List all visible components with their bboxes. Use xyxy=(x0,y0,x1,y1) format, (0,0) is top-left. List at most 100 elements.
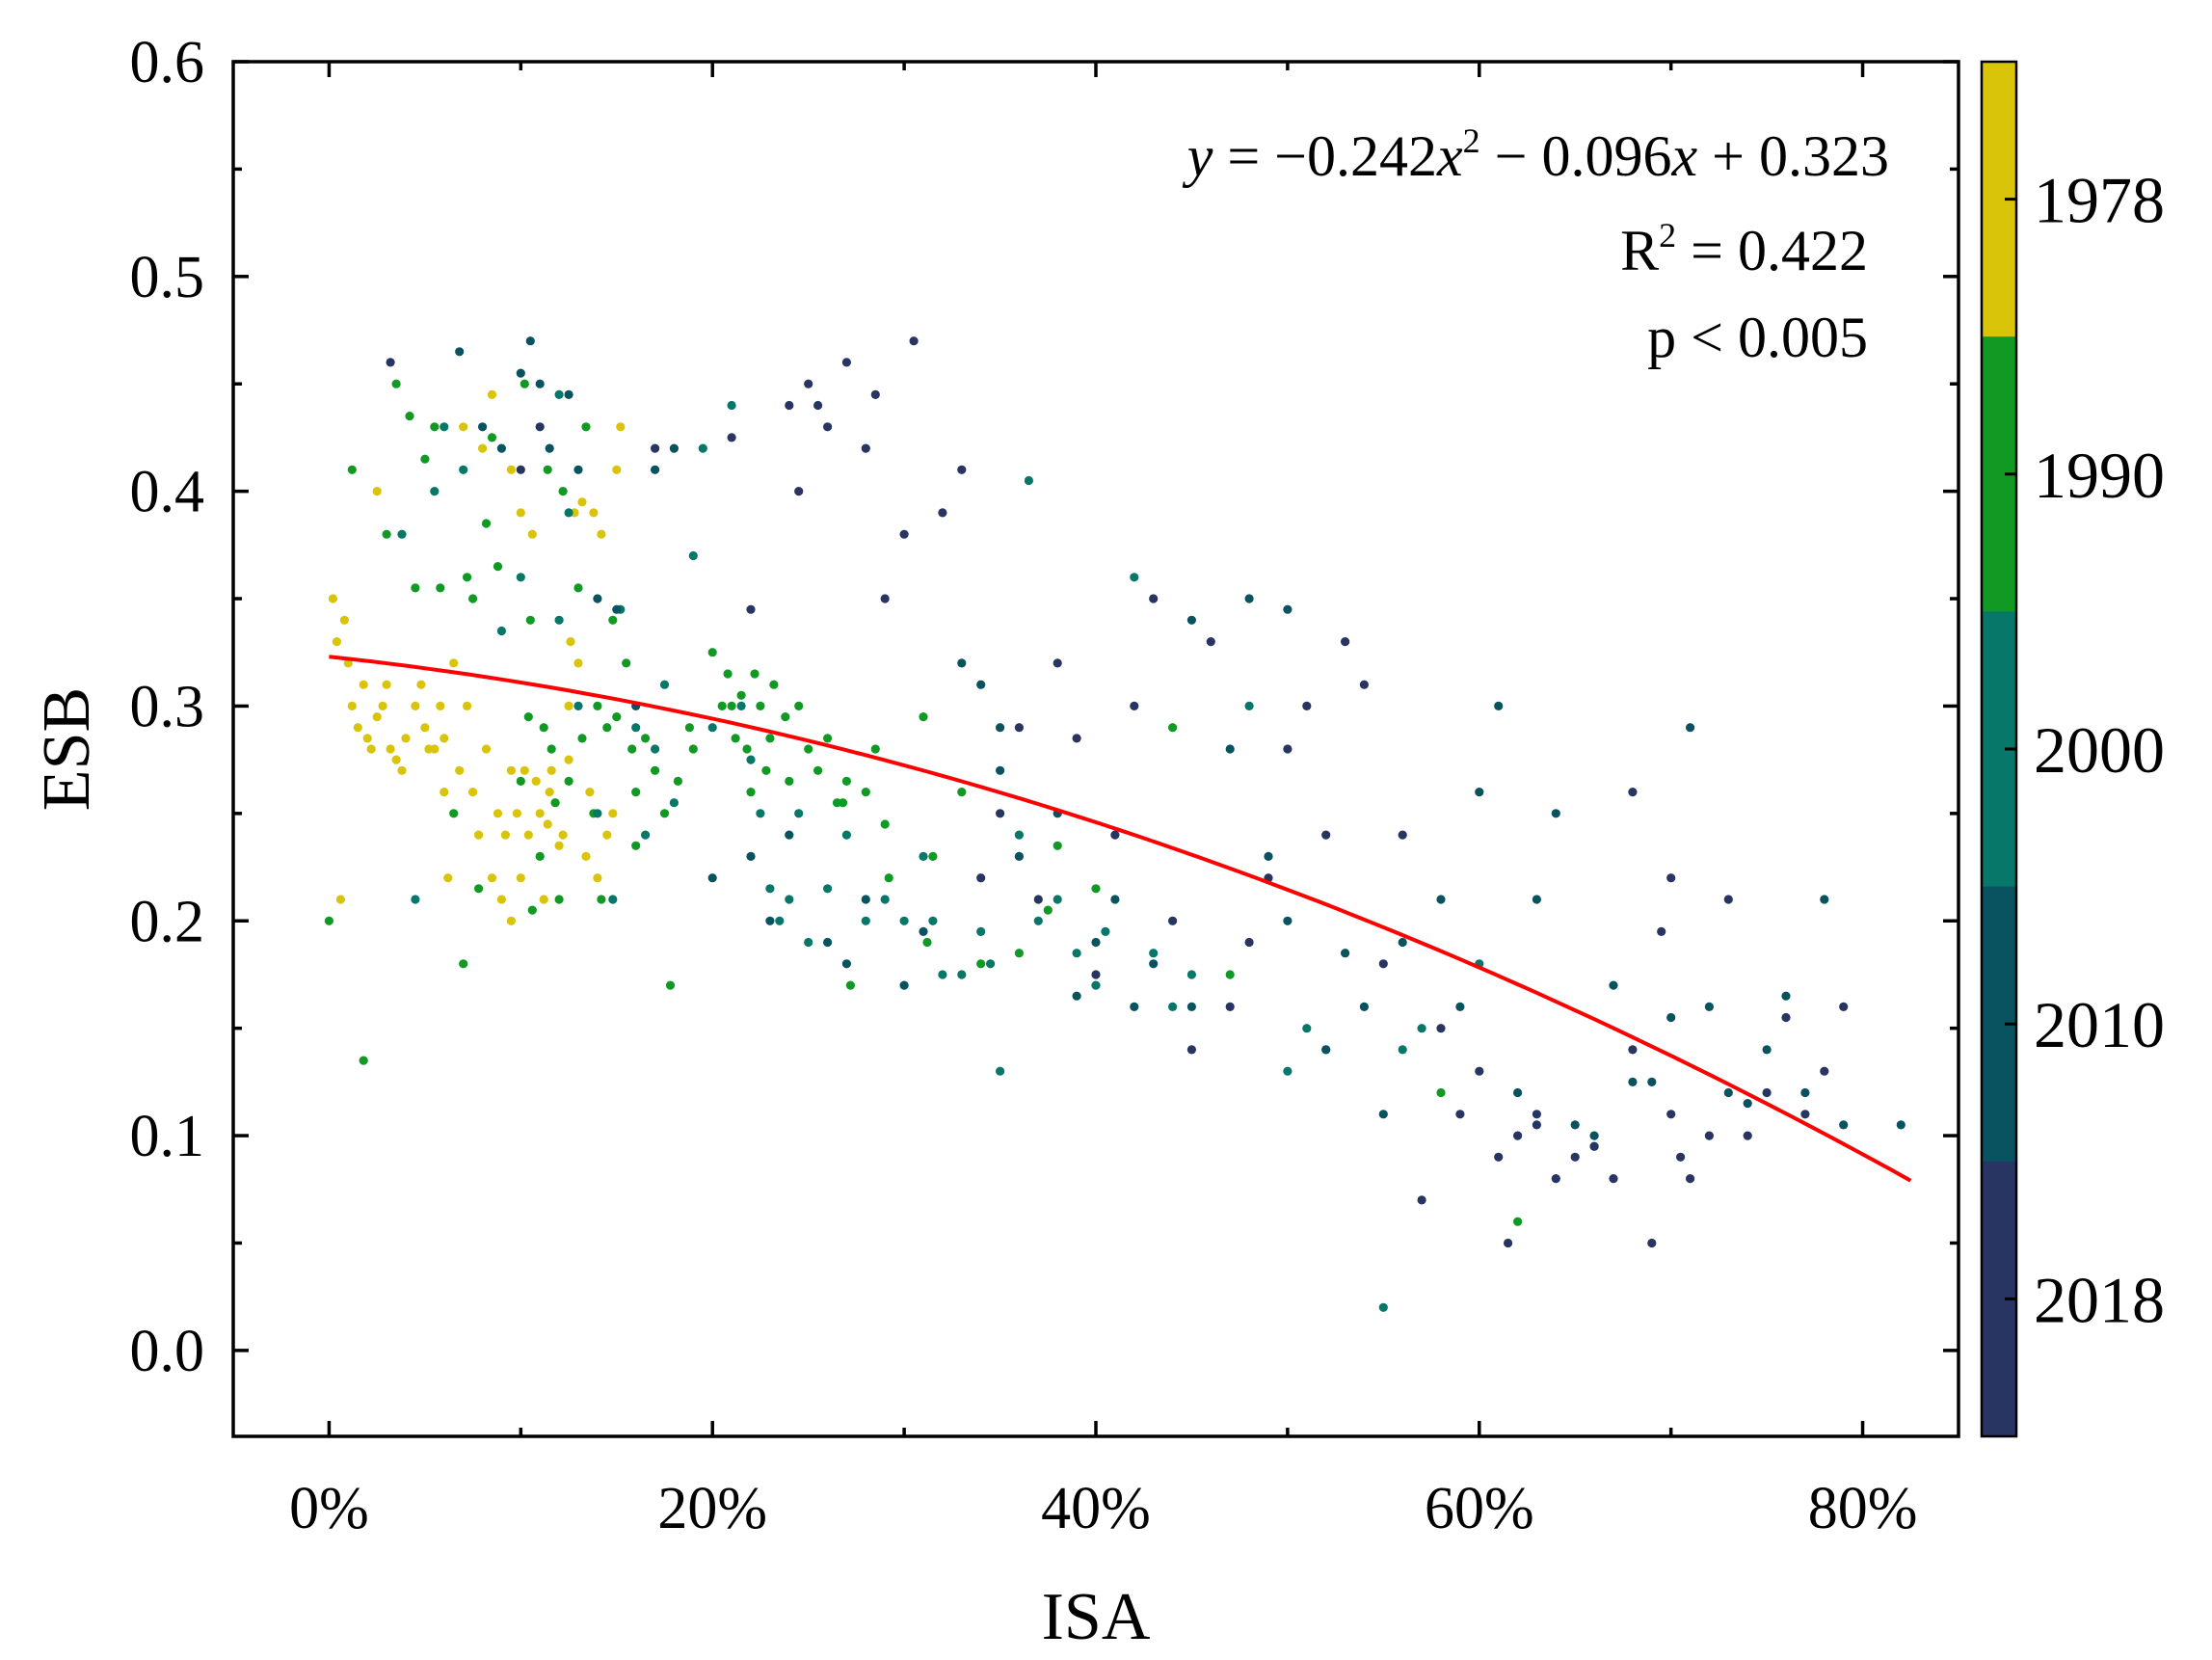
point-2010-3 xyxy=(516,368,525,378)
point-2018-56 xyxy=(1657,926,1666,937)
point-1978-57 xyxy=(566,637,575,647)
point-2010-29 xyxy=(1110,895,1120,904)
point-2010-35 xyxy=(1264,851,1273,862)
point-1978-13 xyxy=(382,680,391,689)
point-2010-68 xyxy=(1283,604,1293,614)
point-1978-23 xyxy=(436,701,445,711)
point-1990-29 xyxy=(564,776,573,787)
point-1978-52 xyxy=(546,765,556,775)
point-1990-66 xyxy=(813,765,823,775)
point-2010-51 xyxy=(1628,1077,1638,1086)
point-2000-9 xyxy=(608,895,618,904)
point-1978-32 xyxy=(474,830,484,840)
point-2000-30 xyxy=(861,916,870,925)
point-1990-90 xyxy=(525,615,535,625)
point-2018-70 xyxy=(1532,1110,1541,1119)
point-2000-33 xyxy=(919,851,928,862)
point-1978-14 xyxy=(386,744,395,754)
point-2018-1 xyxy=(516,465,525,474)
point-2000-19 xyxy=(727,400,736,411)
point-1990-49 xyxy=(707,648,717,657)
point-2010-54 xyxy=(1686,723,1695,733)
point-2010-6 xyxy=(545,443,554,453)
y-tick-label: 0.4 xyxy=(130,460,205,525)
point-2000-15 xyxy=(669,798,680,808)
point-2000-44 xyxy=(1072,949,1081,958)
y-tick-label: 0.0 xyxy=(130,1319,205,1384)
point-1978-24 xyxy=(440,788,449,797)
point-1990-46 xyxy=(673,776,683,787)
point-2000-13 xyxy=(651,744,660,754)
point-1978-70 xyxy=(564,701,573,711)
point-1978-16 xyxy=(397,765,407,775)
point-2018-62 xyxy=(1743,1131,1752,1140)
point-1990-26 xyxy=(550,798,560,808)
point-1978-33 xyxy=(478,443,488,453)
point-1990-15 xyxy=(481,519,492,528)
point-2010-43 xyxy=(1455,1002,1465,1011)
point-2000-35 xyxy=(938,970,947,979)
point-2018-64 xyxy=(1781,1012,1791,1023)
point-2000-53 xyxy=(1302,1024,1312,1033)
point-1990-50 xyxy=(717,701,727,711)
point-2018-24 xyxy=(1072,734,1081,743)
point-2018-66 xyxy=(1820,1066,1829,1076)
point-2000-0 xyxy=(397,529,407,539)
point-1990-48 xyxy=(688,744,698,754)
point-1978-6 xyxy=(353,723,362,733)
point-1978-66 xyxy=(602,830,612,840)
x-tick-label: 20% xyxy=(657,1476,767,1541)
point-2018-39 xyxy=(1359,680,1369,689)
data-points xyxy=(324,336,1906,1312)
point-2000-37 xyxy=(976,926,986,937)
point-2018-60 xyxy=(1704,1131,1714,1140)
point-1978-46 xyxy=(523,830,533,840)
point-2010-9 xyxy=(593,594,602,603)
point-2010-20 xyxy=(899,980,909,990)
point-1978-47 xyxy=(527,529,537,539)
point-1990-36 xyxy=(602,723,612,733)
point-1978-38 xyxy=(496,895,507,904)
point-1990-61 xyxy=(769,680,779,689)
point-1990-35 xyxy=(597,895,606,904)
point-2018-5 xyxy=(746,604,756,614)
point-2000-24 xyxy=(775,916,785,925)
point-2010-44 xyxy=(1475,788,1484,797)
point-1990-17 xyxy=(493,562,503,572)
point-2018-68 xyxy=(1666,873,1676,883)
point-2018-10 xyxy=(823,422,833,432)
point-2018-31 xyxy=(1206,637,1215,647)
point-1990-56 xyxy=(746,788,756,797)
point-2010-10 xyxy=(612,604,622,614)
point-1978-54 xyxy=(554,841,564,850)
point-2018-28 xyxy=(1149,594,1159,603)
point-2018-48 xyxy=(1513,1131,1523,1140)
point-1990-42 xyxy=(641,734,651,743)
point-2018-54 xyxy=(1628,1045,1638,1055)
point-1978-8 xyxy=(362,734,372,743)
point-1990-19 xyxy=(520,379,529,388)
point-2000-59 xyxy=(430,487,440,496)
point-2000-31 xyxy=(880,895,890,904)
point-2010-67 xyxy=(1186,615,1196,625)
point-1978-65 xyxy=(597,529,606,539)
point-1978-0 xyxy=(328,594,337,603)
point-2000-34 xyxy=(928,916,938,925)
point-2010-45 xyxy=(1513,1087,1523,1098)
point-2010-64 xyxy=(841,959,852,969)
point-1990-65 xyxy=(804,744,813,754)
point-1978-37 xyxy=(493,809,503,818)
point-1978-34 xyxy=(481,744,492,754)
point-1990-89 xyxy=(631,788,641,797)
point-2010-59 xyxy=(1781,991,1791,1001)
point-1978-20 xyxy=(420,723,430,733)
point-1978-41 xyxy=(506,765,517,775)
point-1990-67 xyxy=(823,734,833,743)
point-2010-15 xyxy=(746,851,756,862)
point-2018-45 xyxy=(1475,1066,1484,1076)
point-2010-14 xyxy=(707,873,717,883)
point-1978-48 xyxy=(531,776,541,787)
point-2010-27 xyxy=(1072,991,1081,1001)
point-2018-20 xyxy=(996,809,1005,818)
